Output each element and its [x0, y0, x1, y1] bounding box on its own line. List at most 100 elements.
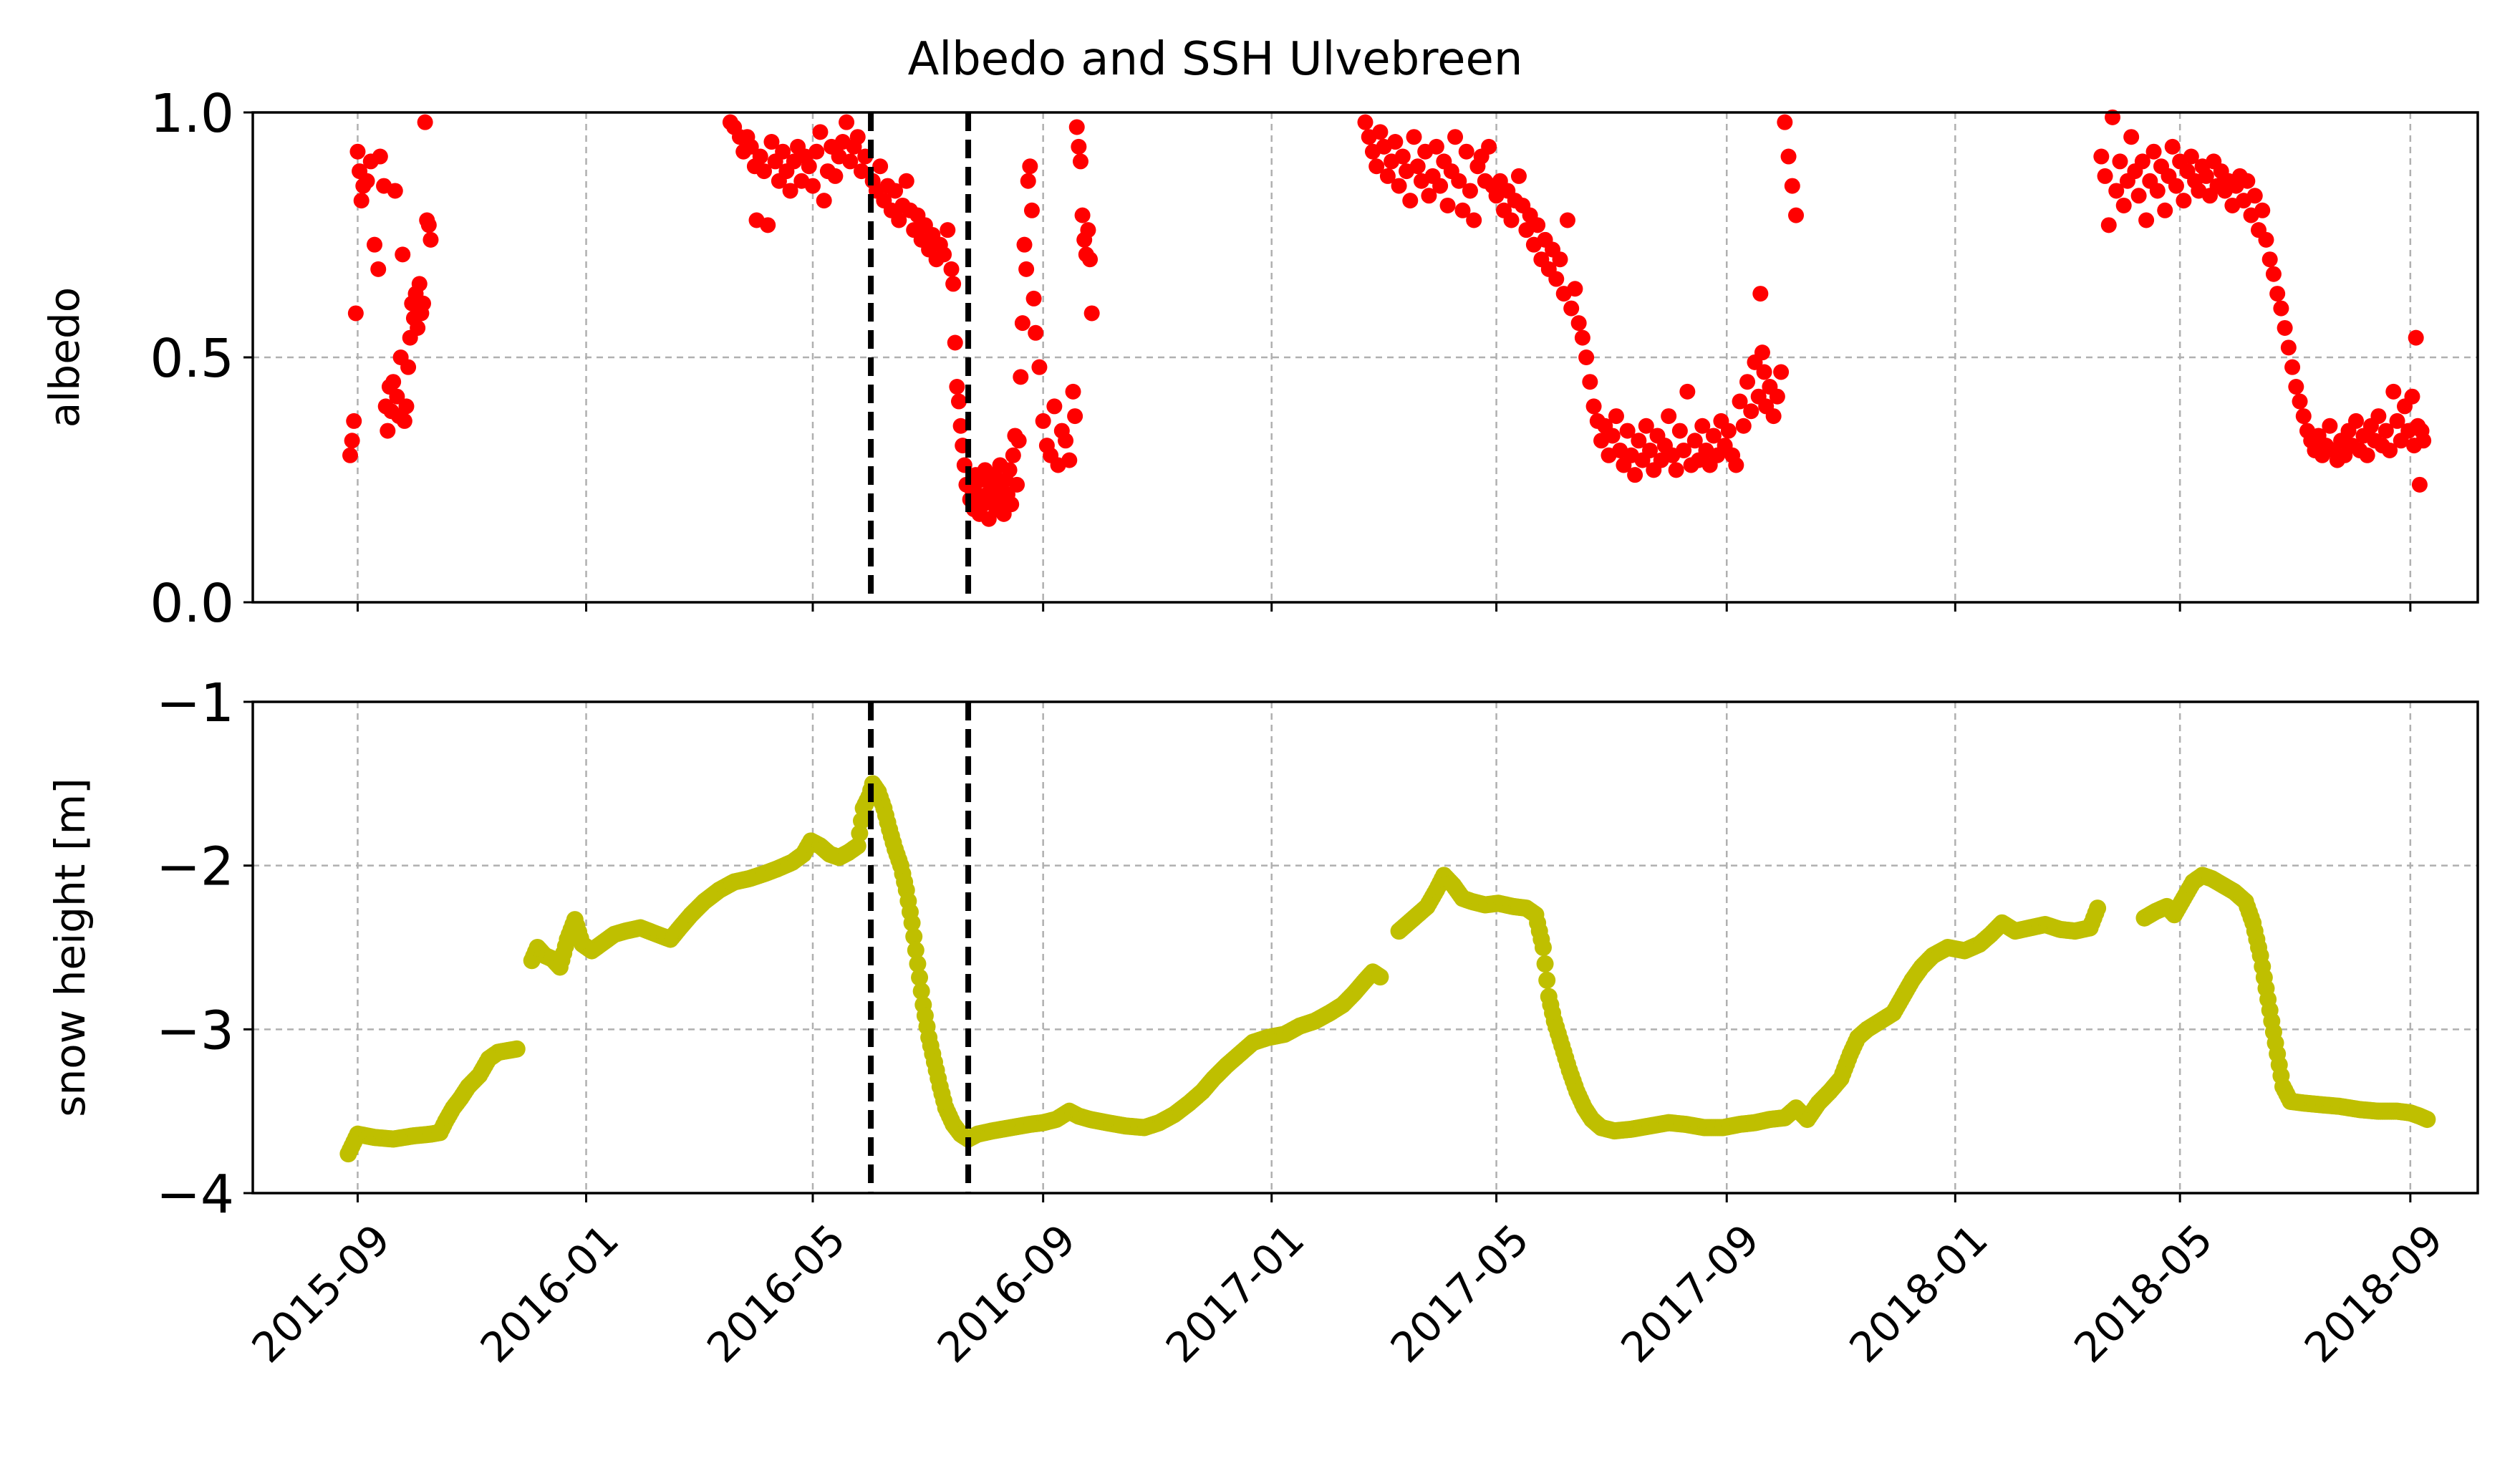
x-tick-label: 2017-01	[1157, 1215, 1313, 1372]
albedo-point	[2277, 319, 2293, 336]
albedo-point	[2284, 359, 2301, 375]
albedo-point	[1720, 423, 1737, 439]
albedo-point	[2258, 231, 2274, 248]
albedo-point	[1777, 114, 1793, 130]
albedo-point	[1409, 158, 1426, 175]
albedo-point	[2176, 193, 2192, 209]
albedo-point	[1608, 408, 1624, 425]
albedo-point	[1765, 408, 1782, 425]
albedo-point	[2168, 178, 2184, 194]
albedo-point	[752, 148, 768, 165]
albedo-point	[1080, 222, 1096, 238]
albedo-point	[945, 276, 962, 292]
x-tick-label: 2015-09	[243, 1215, 400, 1372]
albedo-point	[887, 183, 904, 199]
snow-height-point	[907, 941, 925, 959]
albedo-y-tick-label: 0.0	[150, 573, 234, 635]
snow-height-point	[1538, 971, 1556, 989]
albedo-point	[1379, 168, 1396, 184]
x-tick-label: 2017-05	[1381, 1215, 1538, 1372]
albedo-point	[760, 217, 776, 233]
albedo-point	[415, 295, 431, 312]
albedo-point	[1082, 251, 1099, 268]
albedo-point	[1406, 129, 1422, 145]
albedo-point	[1582, 374, 1598, 390]
albedo-point	[2108, 183, 2125, 199]
albedo-point	[1743, 403, 1759, 420]
albedo-point	[2389, 413, 2405, 429]
albedo-point	[2239, 173, 2256, 189]
albedo-point	[1018, 261, 1035, 277]
x-tick-label: 2016-01	[471, 1215, 628, 1372]
snow-height-y-tick-label: −1	[156, 672, 234, 734]
snow-height-point	[852, 812, 870, 830]
albedo-point	[387, 183, 403, 199]
albedo-point	[804, 178, 821, 194]
albedo-point	[1559, 212, 1575, 228]
albedo-point	[2273, 300, 2289, 317]
albedo-point	[949, 379, 965, 395]
albedo-point	[1072, 153, 1088, 170]
albedo-point	[2097, 168, 2113, 184]
albedo-point	[417, 114, 433, 130]
albedo-point	[1676, 442, 1692, 458]
albedo-point	[1005, 447, 1021, 463]
albedo-point	[1578, 349, 1595, 365]
albedo-point	[812, 124, 829, 140]
albedo-point	[763, 134, 780, 150]
snow-height-point	[849, 837, 866, 855]
snow-height-point	[851, 824, 869, 842]
albedo-point	[743, 138, 759, 155]
albedo-point	[1065, 383, 1081, 400]
albedo-point	[1739, 374, 1756, 390]
albedo-point	[380, 423, 396, 439]
albedo-point	[1071, 138, 1087, 155]
albedo-point	[808, 143, 825, 160]
albedo-point	[1732, 393, 1748, 410]
albedo-point	[372, 148, 388, 165]
snow-height-point	[903, 914, 921, 932]
albedo-point	[1627, 467, 1643, 483]
albedo-point	[1552, 251, 1568, 268]
snow-height-y-tick-label: −3	[156, 1000, 234, 1061]
albedo-point	[1784, 178, 1800, 194]
albedo-point	[1003, 496, 1020, 513]
albedo-point	[1679, 383, 1696, 400]
albedo-point	[801, 158, 817, 175]
albedo-point	[1510, 168, 1527, 184]
x-tick-label: 2016-05	[697, 1215, 854, 1372]
albedo-point	[2411, 476, 2428, 493]
albedo-point	[1046, 398, 1063, 415]
albedo-point	[775, 143, 791, 160]
albedo-point	[1780, 148, 1797, 165]
albedo-point	[2123, 129, 2140, 145]
albedo-event-lines	[868, 112, 972, 602]
albedo-point	[1001, 462, 1018, 478]
snow-height-point	[508, 1040, 526, 1058]
albedo-point	[2145, 143, 2162, 160]
albedo-ticks: 0.0 0.5 1.0	[150, 83, 2412, 635]
albedo-point	[2359, 447, 2375, 463]
albedo-point	[1009, 476, 1025, 493]
albedo-point	[1068, 119, 1085, 135]
albedo-point	[1756, 364, 1772, 380]
albedo-point	[1735, 418, 1752, 434]
x-tick-label: 2018-01	[1840, 1215, 1997, 1372]
albedo-point	[842, 153, 859, 170]
albedo-point	[1585, 398, 1602, 415]
albedo-point	[2415, 433, 2432, 449]
albedo-point	[1387, 134, 1404, 150]
albedo-point	[1067, 408, 1083, 425]
snow-height-point	[1536, 955, 1554, 973]
albedo-point	[353, 193, 370, 209]
x-tick-label: 2016-09	[928, 1215, 1085, 1372]
albedo-point	[1025, 290, 1042, 307]
albedo-point	[816, 193, 832, 209]
albedo-point	[1010, 433, 1027, 449]
albedo-point	[2115, 197, 2132, 213]
albedo-point	[1391, 178, 1407, 194]
albedo-point	[1668, 462, 1684, 478]
snow-height-points	[339, 775, 2436, 1163]
albedo-point	[1447, 129, 1464, 145]
albedo-point	[2246, 188, 2263, 204]
